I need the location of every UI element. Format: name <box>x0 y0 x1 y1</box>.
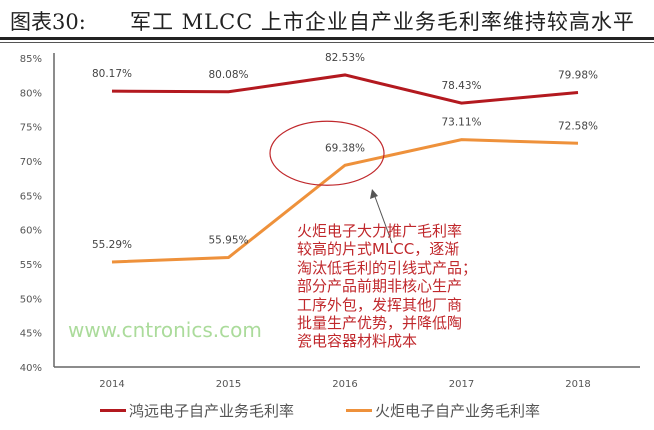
annotation-text: 火炬电子大力推广毛利率 较高的片式MLCC，逐渐 淘汰低毛利的引线式产品； 部分产品前… <box>297 222 527 351</box>
data-label: 78.43% <box>441 80 481 92</box>
data-label: 55.95% <box>208 234 248 246</box>
x-tick-label: 2014 <box>99 379 124 390</box>
title-rule <box>0 37 654 40</box>
y-tick-label: 85% <box>20 54 42 65</box>
y-tick-label: 65% <box>20 191 42 202</box>
data-label: 82.53% <box>325 52 365 64</box>
x-tick-label: 2018 <box>565 379 590 390</box>
arrow-head <box>370 189 378 199</box>
legend-item-hongyuan: 鸿远电子自产业务毛利率 <box>100 400 294 421</box>
legend: 鸿远电子自产业务毛利率 火炬电子自产业务毛利率 <box>100 400 540 421</box>
figure-number: 图表30: <box>10 10 86 34</box>
annotation-line: 部分产品前期非核心生产 <box>297 277 463 296</box>
y-tick-label: 75% <box>20 123 42 134</box>
data-label: 73.11% <box>441 117 481 129</box>
data-label: 80.17% <box>92 68 132 80</box>
title-rule-thin <box>0 42 654 43</box>
legend-swatch <box>100 409 126 412</box>
y-tick-label: 70% <box>20 157 42 168</box>
annotation-line: 瓷电容器材料成本 <box>297 332 418 351</box>
highlight-ellipse <box>269 120 385 186</box>
x-tick-label: 2017 <box>449 379 474 390</box>
y-tick-label: 45% <box>20 329 42 340</box>
legend-item-huoju: 火炬电子自产业务毛利率 <box>346 400 540 421</box>
annotation-line: 工序外包，发挥其他厂商 <box>297 295 463 314</box>
annotation-line: 批量生产优势，并降低陶 <box>297 314 463 333</box>
y-tick-label: 50% <box>20 294 42 305</box>
annotation-line: 火炬电子大力推广毛利率 <box>297 222 463 240</box>
y-tick-label: 40% <box>20 363 42 374</box>
data-label: 80.08% <box>208 69 248 81</box>
legend-label: 鸿远电子自产业务毛利率 <box>129 402 295 420</box>
data-label: 79.98% <box>558 69 598 81</box>
legend-swatch <box>346 409 373 412</box>
data-label: 69.38% <box>325 142 365 154</box>
legend-label: 火炬电子自产业务毛利率 <box>375 402 541 420</box>
figure-title: 图表30: 军工 MLCC 上市企业自产业务毛利率维持较高水平 <box>10 6 654 36</box>
series-line-0 <box>111 73 579 105</box>
annotation-arrow <box>373 193 393 244</box>
x-tick-label: 2015 <box>216 379 241 390</box>
y-tick-label: 55% <box>20 260 42 271</box>
annotation-line: 淘汰低毛利的引线式产品； <box>297 258 478 277</box>
watermark: www.cntronics.com <box>68 318 262 342</box>
y-tick-label: 80% <box>20 88 42 99</box>
chart-title: 军工 MLCC 上市企业自产业务毛利率维持较高水平 <box>130 10 635 34</box>
annotation-line: 较高的片式MLCC，逐渐 <box>297 240 460 259</box>
y-tick-label: 60% <box>20 226 42 237</box>
data-label: 72.58% <box>558 120 598 132</box>
data-label: 55.29% <box>92 239 132 251</box>
x-tick-label: 2016 <box>332 379 357 390</box>
